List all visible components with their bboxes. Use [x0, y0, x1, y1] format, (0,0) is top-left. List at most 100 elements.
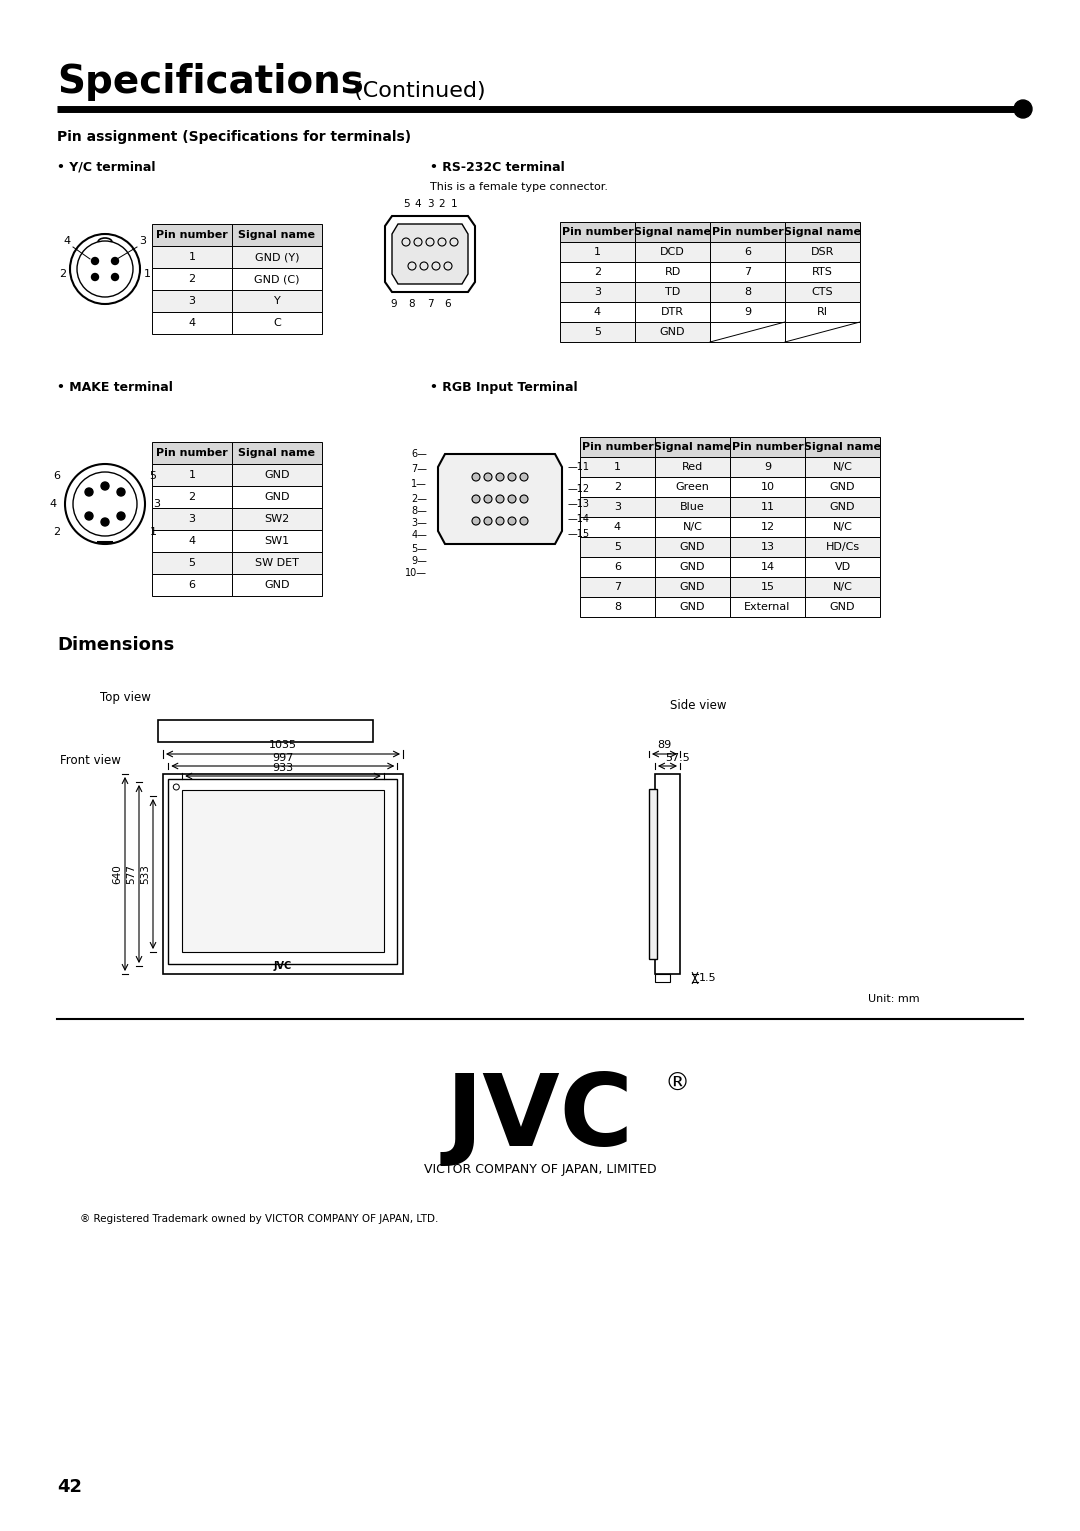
FancyBboxPatch shape — [654, 557, 730, 577]
Text: GND: GND — [265, 470, 289, 481]
Text: 10—: 10— — [405, 568, 427, 579]
Text: GND: GND — [829, 602, 855, 612]
FancyBboxPatch shape — [152, 508, 232, 530]
Text: 6: 6 — [54, 472, 60, 481]
FancyBboxPatch shape — [152, 312, 232, 334]
Text: 10: 10 — [760, 482, 774, 491]
FancyBboxPatch shape — [580, 557, 654, 577]
FancyBboxPatch shape — [232, 508, 322, 530]
Text: —13: —13 — [568, 499, 590, 508]
FancyBboxPatch shape — [710, 282, 785, 302]
Text: 42: 42 — [57, 1477, 82, 1496]
Text: 997: 997 — [272, 753, 294, 762]
Text: C: C — [273, 318, 281, 328]
Text: —11: —11 — [568, 462, 590, 472]
Circle shape — [402, 237, 410, 246]
Text: 2: 2 — [594, 266, 602, 277]
Text: DCD: DCD — [660, 246, 685, 257]
Text: Pin number: Pin number — [562, 227, 633, 237]
FancyBboxPatch shape — [152, 485, 232, 508]
Text: 1.5: 1.5 — [699, 974, 717, 983]
Text: Side view: Side view — [670, 700, 727, 712]
Text: GND: GND — [265, 580, 289, 589]
Text: GND: GND — [265, 491, 289, 502]
FancyBboxPatch shape — [580, 517, 654, 537]
FancyBboxPatch shape — [730, 436, 805, 456]
Text: N/C: N/C — [683, 522, 702, 531]
Text: 2: 2 — [59, 269, 67, 279]
FancyBboxPatch shape — [635, 322, 710, 341]
Text: 4: 4 — [594, 308, 602, 317]
Text: 4: 4 — [64, 236, 70, 246]
Text: RI: RI — [816, 308, 828, 317]
FancyBboxPatch shape — [730, 557, 805, 577]
FancyBboxPatch shape — [785, 302, 860, 322]
FancyBboxPatch shape — [232, 553, 322, 574]
Text: SW2: SW2 — [265, 514, 289, 524]
Text: SW DET: SW DET — [255, 557, 299, 568]
Circle shape — [85, 511, 93, 521]
FancyBboxPatch shape — [580, 456, 654, 478]
Text: VD: VD — [835, 562, 851, 573]
Circle shape — [444, 262, 453, 269]
FancyBboxPatch shape — [580, 537, 654, 557]
FancyBboxPatch shape — [710, 242, 785, 262]
Circle shape — [438, 237, 446, 246]
Text: 4: 4 — [188, 536, 195, 547]
FancyBboxPatch shape — [580, 436, 654, 456]
Text: • RS-232C terminal: • RS-232C terminal — [430, 161, 565, 175]
Text: Signal name: Signal name — [784, 227, 861, 237]
Text: 8: 8 — [613, 602, 621, 612]
FancyBboxPatch shape — [805, 436, 880, 456]
FancyBboxPatch shape — [580, 577, 654, 597]
FancyBboxPatch shape — [232, 289, 322, 312]
Text: 1: 1 — [450, 199, 457, 210]
FancyBboxPatch shape — [232, 312, 322, 334]
Text: 2—: 2— — [411, 495, 427, 504]
Text: Unit: mm: Unit: mm — [868, 994, 920, 1004]
FancyBboxPatch shape — [805, 478, 880, 498]
Text: 9—: 9— — [411, 556, 427, 566]
Text: GND: GND — [660, 328, 685, 337]
Circle shape — [472, 473, 480, 481]
FancyBboxPatch shape — [805, 557, 880, 577]
Text: 1: 1 — [189, 470, 195, 481]
Text: GND: GND — [679, 542, 705, 553]
Text: DTR: DTR — [661, 308, 684, 317]
Text: —15: —15 — [568, 530, 590, 539]
Text: 2: 2 — [188, 274, 195, 283]
FancyBboxPatch shape — [152, 530, 232, 553]
FancyBboxPatch shape — [730, 577, 805, 597]
FancyBboxPatch shape — [152, 442, 232, 464]
Text: 9: 9 — [764, 462, 771, 472]
Text: 7—: 7— — [411, 464, 427, 475]
FancyBboxPatch shape — [785, 322, 860, 341]
Circle shape — [519, 473, 528, 481]
Text: 3: 3 — [153, 499, 161, 508]
Text: 3: 3 — [189, 295, 195, 306]
Text: 6: 6 — [744, 246, 751, 257]
FancyBboxPatch shape — [152, 289, 232, 312]
FancyBboxPatch shape — [710, 302, 785, 322]
Circle shape — [117, 488, 125, 496]
Text: 577: 577 — [126, 863, 136, 883]
Text: 7: 7 — [613, 582, 621, 592]
FancyBboxPatch shape — [232, 246, 322, 268]
Circle shape — [472, 495, 480, 504]
FancyBboxPatch shape — [710, 322, 785, 341]
FancyBboxPatch shape — [232, 485, 322, 508]
Circle shape — [92, 274, 98, 280]
Text: 6: 6 — [615, 562, 621, 573]
Text: N/C: N/C — [833, 462, 852, 472]
Polygon shape — [438, 455, 562, 544]
Text: 3: 3 — [189, 514, 195, 524]
Text: Pin number: Pin number — [712, 227, 783, 237]
Text: Pin assignment (Specifications for terminals): Pin assignment (Specifications for termi… — [57, 130, 411, 144]
Text: TD: TD — [665, 286, 680, 297]
Text: Front view: Front view — [60, 753, 121, 767]
Text: Specifications: Specifications — [57, 63, 364, 101]
Text: JVC: JVC — [274, 961, 292, 971]
Circle shape — [508, 517, 516, 525]
Text: 15: 15 — [760, 582, 774, 592]
Text: Signal name: Signal name — [654, 442, 731, 452]
